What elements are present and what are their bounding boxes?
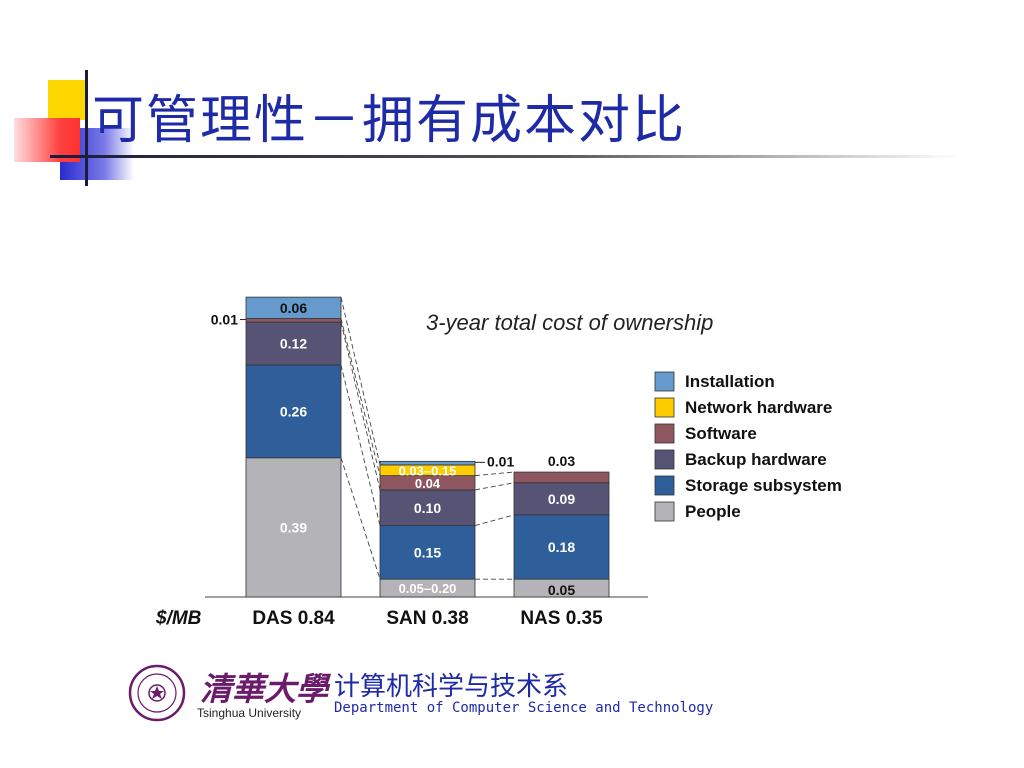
legend-entry: People bbox=[685, 502, 741, 521]
data-label: 0.15 bbox=[414, 544, 441, 560]
legend-entry: Storage subsystem bbox=[685, 476, 842, 495]
connector-line bbox=[340, 457, 381, 580]
deco-yellow-square bbox=[48, 80, 88, 120]
tsinghua-seal-icon bbox=[128, 664, 186, 722]
deco-vertical-line bbox=[85, 70, 88, 186]
connector-line bbox=[340, 322, 381, 491]
university-name-en: Tsinghua University bbox=[197, 706, 302, 720]
y-axis-label: $/MB bbox=[155, 608, 202, 629]
legend-swatch bbox=[654, 475, 675, 496]
connector-line bbox=[474, 514, 515, 527]
data-label: 0.01 bbox=[487, 453, 514, 469]
bar-segment-installation bbox=[245, 296, 342, 319]
data-label: 0.09 bbox=[548, 491, 575, 507]
legend-entry: Network hardware bbox=[685, 398, 832, 417]
connector-line bbox=[340, 297, 381, 466]
bar-segment-software bbox=[513, 471, 610, 484]
data-label: 0.05–0.20 bbox=[399, 581, 457, 596]
connector-line bbox=[340, 318, 381, 476]
page-title: 可管理性－拥有成本对比 bbox=[92, 91, 687, 151]
title-underline bbox=[50, 155, 960, 158]
data-label: 0.18 bbox=[548, 539, 575, 555]
bar-segment-storage-subsystem bbox=[513, 514, 610, 580]
connector-line bbox=[340, 364, 381, 526]
department-name-en: Department of Computer Science and Techn… bbox=[334, 700, 714, 716]
data-label: 0.01 bbox=[211, 312, 238, 328]
bar-segment-software bbox=[245, 318, 342, 323]
legend-swatch bbox=[654, 397, 675, 418]
bar-segment-backup-hardware bbox=[513, 482, 610, 516]
connector-line bbox=[474, 471, 515, 477]
data-label: 0.03 bbox=[548, 453, 575, 469]
category-label: DAS 0.84 bbox=[252, 608, 335, 629]
legend-entry: Software bbox=[685, 424, 757, 443]
legend-swatch bbox=[654, 501, 675, 522]
data-label: 0.06 bbox=[280, 300, 307, 316]
deco-red-square bbox=[14, 118, 80, 162]
chart-title: 3-year total cost of ownership bbox=[426, 310, 713, 335]
data-label: 0.10 bbox=[414, 500, 441, 516]
data-label: 0.04 bbox=[415, 476, 441, 491]
legend-entry: Installation bbox=[685, 372, 775, 391]
category-label: SAN 0.38 bbox=[386, 608, 468, 629]
category-label: NAS 0.35 bbox=[520, 608, 603, 629]
data-label: 0.39 bbox=[280, 519, 307, 535]
university-name-cn: 清華大學 bbox=[200, 670, 329, 708]
legend-entry: Backup hardware bbox=[685, 450, 827, 469]
data-label: 0.26 bbox=[280, 403, 307, 419]
legend-swatch bbox=[654, 423, 675, 444]
data-label: 0.05 bbox=[548, 582, 575, 598]
data-label: 0.03–0.15 bbox=[399, 463, 457, 478]
data-label: 0.12 bbox=[280, 336, 307, 352]
legend-swatch bbox=[654, 449, 675, 470]
connector-line bbox=[474, 482, 515, 491]
legend-swatch bbox=[654, 371, 675, 392]
department-name-cn: 计算机科学与技术系 bbox=[334, 672, 569, 702]
